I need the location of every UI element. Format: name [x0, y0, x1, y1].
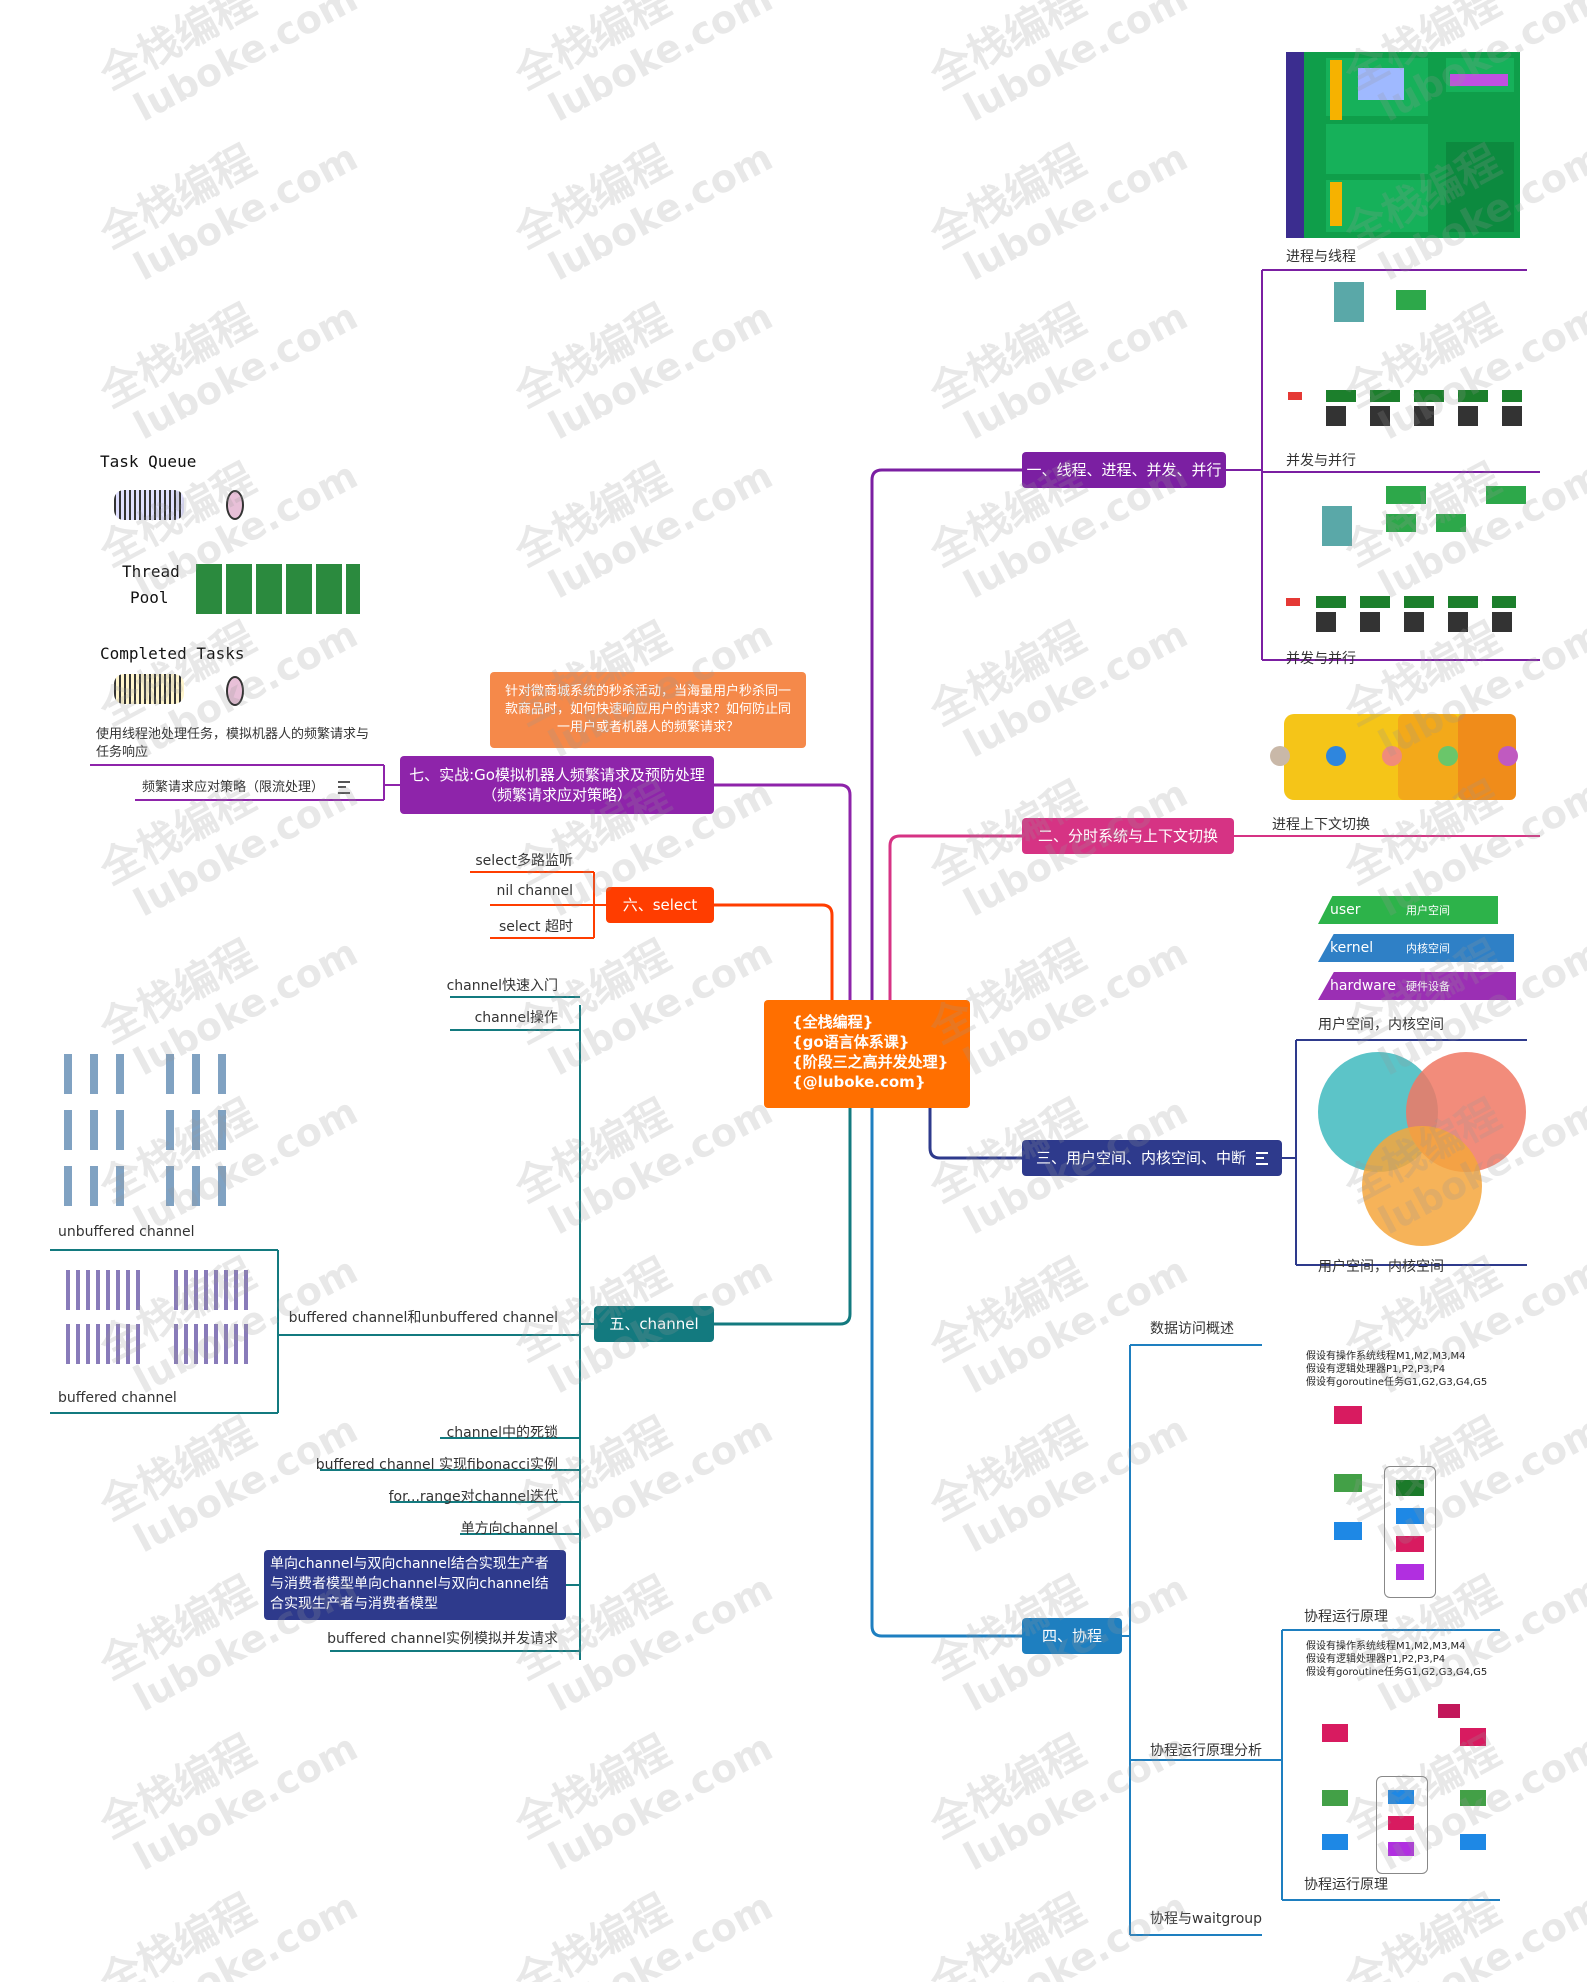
central-topic-line-1: {全栈编程} [792, 1013, 874, 1031]
branch-note-text: 针对微商城系统的秒杀活动，当海量用户秒杀同一款商品时，如何快速响应用户的请求？如… [504, 684, 791, 735]
channel-simulate-concurrent[interactable]: buffered channel实例模拟并发请求 [327, 1631, 558, 1647]
coroutine-principle-caption-1: 协程运行原理 [1304, 1609, 1388, 1625]
branch-label: 四、协程 [1041, 1627, 1102, 1645]
process-thread-image [1286, 52, 1520, 238]
rate-limit-strategy[interactable]: 频繁请求应对策略（限流处理） [142, 776, 351, 795]
channel-unidirectional[interactable]: 单方向channel [460, 1521, 558, 1537]
central-topic-line-4: {@luboke.com} [792, 1073, 926, 1091]
channel-producer-consumer-label: 单向channel与双向channel结合实现生产者与消费者模型单向channe… [270, 1556, 549, 1612]
rate-limit-strategy-text: 频繁请求应对策略（限流处理） [142, 780, 325, 795]
layer-kernel-left: kernel [1330, 940, 1374, 956]
pool-task-queue-label: Task Queue [100, 452, 197, 471]
coroutine-data-access[interactable]: 数据访问概述 [1150, 1321, 1234, 1337]
layer-user-right: 用户空间 [1406, 904, 1450, 917]
branch-practical-note: 针对微商城系统的秒杀活动，当海量用户秒杀同一款商品时，如何快速响应用户的请求？如… [490, 672, 806, 748]
branch-label: 七、实战:Go模拟机器人频繁请求及预防处理（频繁请求应对策略） [409, 766, 705, 804]
channel-for-range[interactable]: for...range对channel迭代 [388, 1489, 558, 1505]
unbuffered-channel-caption: unbuffered channel [58, 1224, 195, 1240]
select-multiplex[interactable]: select多路监听 [475, 853, 573, 869]
branch-label: 三、用户空间、内核空间、中断 [1035, 1149, 1246, 1167]
concurrency-image-2 [1286, 484, 1536, 644]
coroutine-principle-caption-2: 协程运行原理 [1304, 1877, 1388, 1893]
coroutine-principle-image-2: 假设有操作系统线程M1,M2,M3,M4 假设有逻辑处理器P1,P2,P3,P4… [1304, 1640, 1514, 1876]
channel-operations[interactable]: channel操作 [474, 1010, 558, 1026]
coroutine-principle-image-1: 假设有操作系统线程M1,M2,M3,M4 假设有逻辑处理器P1,P2,P3,P4… [1304, 1350, 1504, 1602]
unbuffered-channel-image [56, 1046, 256, 1214]
notes-icon[interactable] [338, 781, 351, 794]
channel-deadlock[interactable]: channel中的死锁 [446, 1425, 558, 1441]
channel-quick-start[interactable]: channel快速入门 [446, 978, 558, 994]
note-line-1: 假设有操作系统线程M1,M2,M3,M4 [1306, 1351, 1466, 1362]
note-line-3: 假设有goroutine任务G1,G2,G3,G4,G5 [1306, 1377, 1488, 1388]
layer-hardware-right: 硬件设备 [1406, 980, 1450, 993]
branch-threads-processes[interactable]: 一、线程、进程、并发、并行 [1022, 452, 1226, 488]
user-kernel-caption-1: 用户空间，内核空间 [1318, 1017, 1444, 1033]
thread-pool-image: Task Queue Thread Pool Completed Tasks [96, 448, 366, 714]
thread-pool-task-caption-text: 使用线程池处理任务，模拟机器人的频繁请求与任务响应 [96, 727, 370, 760]
concurrency-caption-1: 并发与并行 [1286, 453, 1356, 469]
process-thread-caption: 进程与线程 [1286, 249, 1356, 265]
branch-time-sharing[interactable]: 二、分时系统与上下文切换 [1022, 818, 1234, 854]
channel-producer-consumer[interactable]: 单向channel与双向channel结合实现生产者与消费者模型单向channe… [264, 1550, 566, 1620]
branch-label: 六、select [622, 896, 698, 914]
note-line-2: 假设有逻辑处理器P1,P2,P3,P4 [1306, 1364, 1446, 1375]
central-topic[interactable]: {全栈编程} {go语言体系课} {阶段三之高并发处理} {@luboke.co… [764, 1000, 970, 1108]
branch-select[interactable]: 六、select [606, 887, 714, 923]
channel-fibonacci[interactable]: buffered channel 实现fibonacci实例 [315, 1457, 558, 1473]
pool-thread-label: Thread [122, 562, 180, 581]
branch-coroutine[interactable]: 四、协程 [1022, 1618, 1122, 1654]
user-kernel-venn-image [1312, 1046, 1532, 1258]
branch-label: 一、线程、进程、并发、并行 [1026, 461, 1222, 479]
select-timeout[interactable]: select 超时 [498, 919, 573, 935]
coroutine-principle-analysis[interactable]: 协程运行原理分析 [1150, 1743, 1262, 1759]
note2-line-2: 假设有逻辑处理器P1,P2,P3,P4 [1306, 1654, 1446, 1665]
user-kernel-layers-image: user 用户空间 kernel 内核空间 hardware 硬件设备 [1318, 892, 1518, 1008]
thread-pool-task-caption[interactable]: 使用线程池处理任务，模拟机器人的频繁请求与任务响应 [96, 726, 376, 762]
context-switch-caption: 进程上下文切换 [1272, 817, 1370, 833]
pool-pool-label: Pool [130, 588, 169, 607]
layer-kernel-right: 内核空间 [1406, 942, 1450, 955]
layer-user-left: user [1330, 902, 1361, 918]
branch-practical-robot-requests[interactable]: 七、实战:Go模拟机器人频繁请求及预防处理（频繁请求应对策略） [400, 756, 714, 814]
note2-line-1: 假设有操作系统线程M1,M2,M3,M4 [1306, 1641, 1466, 1652]
user-kernel-caption-2: 用户空间，内核空间 [1318, 1259, 1444, 1275]
branch-user-kernel-space[interactable]: 三、用户空间、内核空间、中断 [1022, 1140, 1282, 1176]
context-switch-image [1270, 712, 1520, 802]
branch-channel[interactable]: 五、channel [594, 1306, 714, 1342]
note2-line-3: 假设有goroutine任务G1,G2,G3,G4,G5 [1306, 1667, 1488, 1678]
branch-label: 五、channel [609, 1315, 699, 1333]
branch-label: 二、分时系统与上下文切换 [1037, 827, 1218, 845]
concurrency-image-1 [1286, 280, 1534, 440]
notes-icon[interactable] [1256, 1151, 1268, 1165]
channel-buffered-vs-unbuffered[interactable]: buffered channel和unbuffered channel [288, 1310, 558, 1326]
concurrency-caption-2: 并发与并行 [1286, 651, 1356, 667]
select-nil-channel[interactable]: nil channel [496, 883, 573, 899]
buffered-channel-caption: buffered channel [58, 1390, 177, 1406]
coroutine-waitgroup[interactable]: 协程与waitgroup [1150, 1911, 1263, 1927]
layer-hardware-left: hardware [1330, 978, 1396, 994]
pool-completed-label: Completed Tasks [100, 644, 245, 663]
buffered-channel-image [58, 1264, 264, 1374]
central-topic-line-2: {go语言体系课} [792, 1033, 910, 1051]
central-topic-line-3: {阶段三之高并发处理} [792, 1053, 949, 1071]
